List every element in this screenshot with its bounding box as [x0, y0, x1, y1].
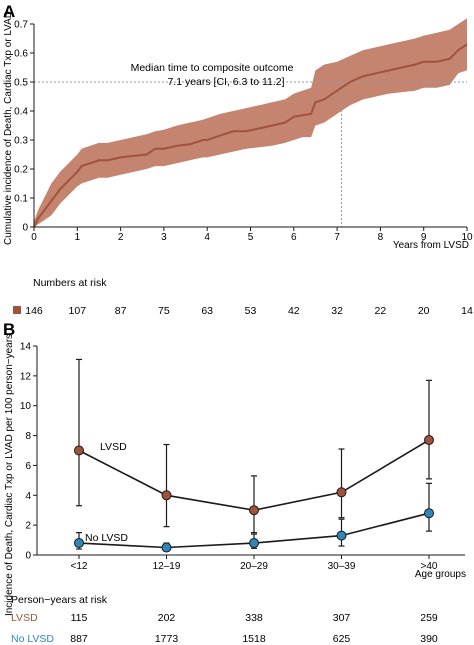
at-risk-count: 75: [158, 305, 170, 317]
person-years-title: Person−years at risk: [11, 594, 108, 606]
person-years-row-label: LVSD: [11, 612, 38, 624]
median-annotation-line-2: 7.1 years [CI, 6.3 to 11.2]: [167, 76, 284, 88]
lvsd-point: [161, 490, 172, 501]
person-years-value: 259: [420, 612, 438, 624]
y-tick-label: 0.7: [14, 20, 28, 31]
no-lvsd-point: [249, 538, 259, 549]
ci-band: [34, 18, 467, 228]
panel-b-y-axis-label: Incidence of Death, Cardiac Txp or LVAD …: [4, 334, 15, 616]
x-tick-label: 5: [248, 232, 254, 243]
y-tick-label: 14: [20, 342, 32, 353]
no-lvsd-point: [161, 542, 172, 553]
y-tick-label: 0.2: [14, 165, 28, 176]
numbers-at-risk-row: 146 107 87 75 63 53 42 32 22 20 14: [25, 305, 473, 317]
panel-b-x-ticks: <12 12–19 20–29 30–39 >40: [71, 555, 438, 572]
x-tick-label: >40: [421, 561, 438, 572]
person-years-value: 390: [420, 633, 438, 645]
at-risk-count: 42: [288, 305, 300, 317]
y-tick-label: 0.3: [14, 136, 28, 147]
y-tick-label: 0.1: [14, 194, 28, 205]
x-tick-label: 30–39: [328, 561, 356, 572]
y-tick-label: 12: [20, 371, 32, 382]
person-years-value: 307: [333, 612, 351, 624]
no-lvsd-series-label: No LVSD: [85, 532, 128, 544]
x-tick-label: 4: [204, 232, 210, 243]
at-risk-count: 32: [331, 305, 343, 317]
cumulative-incidence-line: [33, 43, 468, 228]
x-tick-label: 7: [334, 232, 340, 243]
lvsd-point: [249, 505, 259, 516]
lvsd-point: [74, 445, 84, 456]
y-tick-label: 2: [25, 521, 31, 532]
at-risk-count: 63: [201, 305, 213, 317]
y-tick-label: 0: [25, 551, 31, 562]
x-tick-label: 12–19: [153, 561, 181, 572]
no-lvsd-point: [424, 508, 434, 519]
panel-a-ci-band-group: [34, 18, 467, 228]
panel-b-label: B: [3, 320, 15, 339]
numbers-at-risk-title: Numbers at risk: [33, 277, 107, 289]
at-risk-count: 20: [418, 305, 430, 317]
x-tick-label: 10: [461, 232, 473, 243]
lvsd-point: [424, 435, 434, 446]
at-risk-count: 107: [69, 305, 87, 317]
at-risk-count: 22: [375, 305, 387, 317]
no-lvsd-point: [336, 530, 347, 541]
x-tick-label: 9: [421, 232, 427, 243]
y-tick-label: 0.4: [14, 107, 28, 118]
person-years-table: LVSD 115 202 338 307 259 No LVSD 887 1773 1518 625…: [11, 612, 438, 645]
panel-b-error-bars: [76, 358, 432, 552]
at-risk-count: 14: [461, 305, 473, 317]
panel-a-label: A: [3, 2, 15, 21]
x-tick-label: 3: [161, 232, 167, 243]
person-years-row-label: No LVSD: [11, 633, 54, 645]
y-tick-label: 4: [25, 491, 31, 502]
person-years-value: 887: [70, 633, 88, 645]
y-tick-label: 0.6: [14, 49, 28, 60]
x-tick-label: 20–29: [240, 561, 268, 572]
y-tick-label: 0: [22, 223, 28, 234]
panel-a-y-axis-label: Cumulative incidence of Death, Cardiac T…: [3, 11, 14, 245]
lvsd-point: [336, 487, 347, 498]
at-risk-count: 53: [245, 305, 257, 317]
person-years-value: 1518: [242, 633, 266, 645]
at-risk-swatch-lvsd: [13, 306, 21, 314]
no-lvsd-point: [74, 538, 84, 549]
median-annotation: Median time to composite outcome 7.1 yea…: [131, 62, 294, 88]
y-tick-label: 0.5: [14, 78, 28, 89]
panel-b-y-ticks: 0 2 4 6 8 10 12 14: [20, 342, 37, 562]
panel-a-x-axis-label: Years from LVSD: [393, 240, 469, 251]
person-years-value: 338: [245, 612, 263, 624]
x-tick-label: <12: [71, 561, 88, 572]
median-annotation-line-1: Median time to composite outcome: [131, 62, 294, 74]
at-risk-count: 146: [25, 305, 43, 317]
panel-a-x-ticks: 0 1 2 3 4 5 6 7 8 9 10: [31, 227, 473, 243]
person-years-value: 202: [158, 612, 176, 624]
panel-b-x-axis-label: Age groups: [415, 569, 466, 580]
panel-a-reference-lines: [34, 81, 467, 227]
person-years-value: 1773: [155, 633, 179, 645]
at-risk-count: 87: [115, 305, 127, 317]
x-tick-label: 1: [75, 232, 81, 243]
person-years-value: 115: [71, 612, 88, 624]
x-tick-label: 2: [118, 232, 124, 243]
x-tick-label: 0: [31, 232, 37, 243]
panel-b-points: [74, 435, 434, 553]
x-tick-label: 6: [291, 232, 297, 243]
y-tick-label: 8: [25, 431, 31, 442]
lvsd-series-label: LVSD: [100, 441, 127, 453]
x-tick-label: 8: [378, 232, 384, 243]
person-years-value: 625: [333, 633, 351, 645]
panel-a-y-ticks: 0 0.1 0.2 0.3 0.4 0.5 0.6 0.7: [14, 20, 34, 234]
y-tick-label: 6: [25, 461, 31, 472]
y-tick-label: 10: [20, 401, 32, 412]
